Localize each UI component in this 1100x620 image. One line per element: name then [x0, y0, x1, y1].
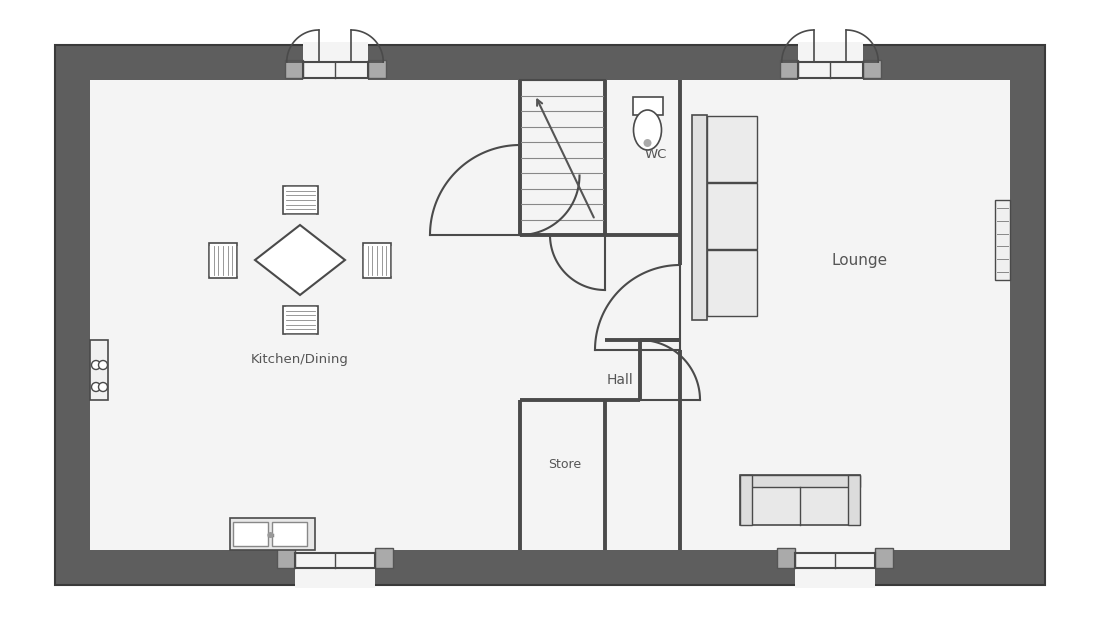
- Circle shape: [644, 139, 651, 147]
- Bar: [375, 548, 393, 568]
- Bar: [520, 235, 680, 550]
- Bar: [90, 80, 520, 550]
- Circle shape: [99, 360, 108, 370]
- Bar: [520, 80, 605, 235]
- Bar: [874, 548, 893, 568]
- Circle shape: [99, 383, 108, 391]
- Bar: [740, 475, 752, 525]
- Bar: [90, 340, 108, 400]
- Bar: [680, 80, 1010, 550]
- Bar: [285, 60, 303, 78]
- Bar: [605, 80, 680, 235]
- Bar: [230, 518, 315, 550]
- Text: Store: Store: [549, 459, 582, 471]
- Polygon shape: [363, 242, 390, 278]
- Bar: [295, 547, 375, 588]
- Bar: [55, 45, 1045, 585]
- Bar: [520, 80, 605, 235]
- Bar: [996, 200, 1010, 280]
- Bar: [795, 547, 874, 588]
- Bar: [862, 60, 880, 78]
- Bar: [632, 97, 662, 115]
- Bar: [367, 60, 385, 78]
- Bar: [848, 475, 860, 525]
- Circle shape: [91, 383, 100, 391]
- Polygon shape: [283, 186, 318, 214]
- Circle shape: [91, 360, 100, 370]
- Polygon shape: [283, 306, 318, 334]
- Circle shape: [267, 532, 274, 538]
- Text: Lounge: Lounge: [832, 252, 888, 267]
- Bar: [233, 522, 268, 546]
- Text: Hall: Hall: [606, 373, 634, 387]
- Polygon shape: [209, 242, 236, 278]
- Bar: [740, 475, 860, 487]
- Text: Kitchen/Dining: Kitchen/Dining: [251, 353, 349, 366]
- Polygon shape: [255, 225, 345, 295]
- Bar: [777, 548, 795, 568]
- Bar: [90, 80, 1010, 550]
- Bar: [798, 42, 862, 83]
- Bar: [277, 548, 295, 568]
- Bar: [707, 250, 757, 316]
- Bar: [740, 475, 860, 525]
- Bar: [272, 522, 307, 546]
- Bar: [707, 116, 757, 182]
- Bar: [780, 60, 798, 78]
- Bar: [707, 183, 757, 249]
- Ellipse shape: [634, 110, 661, 150]
- Text: WC: WC: [645, 149, 668, 161]
- Bar: [302, 42, 367, 83]
- Bar: [692, 115, 707, 320]
